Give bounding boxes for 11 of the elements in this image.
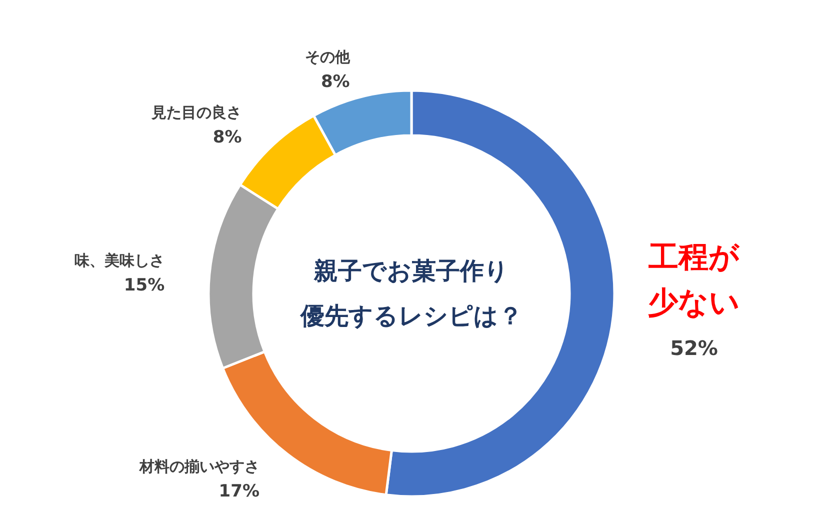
data-label: 8% (212, 128, 242, 148)
data-label: 8% (320, 72, 350, 92)
slice-label: 味、美味しさ (74, 252, 165, 270)
text: 親子でお菓子作り優先するレシピは？ (300, 257, 522, 330)
data-label: 52% (670, 336, 718, 360)
slice-label: 材料の揃いやすさ (138, 458, 260, 476)
slice-label: その他 (304, 48, 351, 66)
data-label: 15% (124, 276, 165, 296)
slice-label: 見た目の良さ (150, 104, 242, 122)
data-label: 17% (218, 482, 260, 502)
slice-label: 工程が少ない (648, 240, 741, 320)
